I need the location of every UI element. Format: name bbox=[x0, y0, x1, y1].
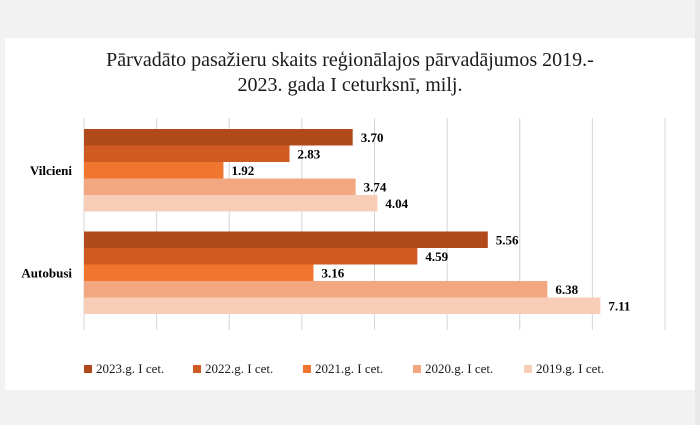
data-label: 3.70 bbox=[361, 130, 384, 145]
legend-label: 2023.g. I cet. bbox=[96, 361, 165, 376]
bar-autobusi-1 bbox=[84, 248, 418, 265]
data-label: 2.83 bbox=[298, 146, 321, 161]
legend-item: 2023.g. I cet. bbox=[84, 361, 164, 377]
data-label: 6.38 bbox=[555, 282, 578, 297]
chart-frame bbox=[5, 38, 695, 390]
bar-vilcieni-0 bbox=[84, 129, 353, 146]
legend-label: 2020.g. I cet. bbox=[425, 361, 494, 376]
bar-vilcieni-1 bbox=[84, 145, 290, 162]
bar-autobusi-0 bbox=[84, 231, 488, 248]
legend: 2023.g. I cet. 2022.g. I cet. 2021.g. I ce… bbox=[0, 361, 700, 381]
data-label: 4.59 bbox=[425, 249, 448, 264]
data-label: 3.16 bbox=[321, 265, 344, 280]
legend-label: 2022.g. I cet. bbox=[205, 361, 274, 376]
chart-title: Pārvadāto pasažieru skaits reģionālajos … bbox=[106, 49, 594, 96]
legend-swatch bbox=[524, 365, 532, 373]
data-label: 4.04 bbox=[385, 196, 408, 211]
legend-swatch bbox=[193, 365, 201, 373]
bar-autobusi-3 bbox=[84, 281, 548, 298]
legend-swatch bbox=[84, 365, 92, 373]
data-label: 3.74 bbox=[364, 179, 387, 194]
category-label-vilcieni: Vilcieni bbox=[30, 163, 73, 178]
legend-item: 2020.g. I cet. bbox=[413, 361, 493, 377]
right-border bbox=[695, 0, 700, 425]
legend-item: 2019.g. I cet. bbox=[524, 361, 604, 377]
legend-item: 2021.g. I cet. bbox=[303, 361, 383, 377]
bar-vilcieni-3 bbox=[84, 178, 356, 195]
legend-label: 2019.g. I cet. bbox=[536, 361, 605, 376]
data-label: 5.56 bbox=[496, 232, 519, 247]
bar-autobusi-4 bbox=[84, 297, 601, 314]
category-label-autobusi: Autobusi bbox=[21, 265, 72, 280]
legend-item: 2022.g. I cet. bbox=[193, 361, 273, 377]
legend-swatch bbox=[413, 365, 421, 373]
bar-autobusi-2 bbox=[84, 264, 314, 281]
data-label: 7.11 bbox=[608, 298, 630, 313]
bar-vilcieni-2 bbox=[84, 162, 224, 179]
legend-label: 2021.g. I cet. bbox=[315, 361, 384, 376]
bar-vilcieni-4 bbox=[84, 195, 378, 212]
legend-swatch bbox=[303, 365, 311, 373]
data-label: 1.92 bbox=[231, 163, 254, 178]
left-border bbox=[0, 0, 5, 425]
